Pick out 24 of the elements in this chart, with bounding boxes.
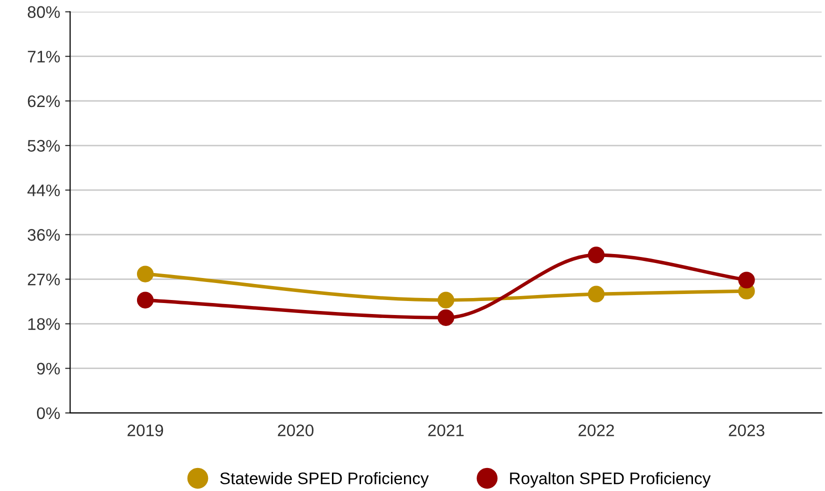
x-tick-label: 2021	[428, 424, 464, 436]
x-tick-label: 2020	[278, 424, 314, 436]
point	[588, 246, 605, 264]
legend-label: Statewide SPED Proficiency	[220, 472, 429, 488]
point	[136, 266, 154, 282]
point	[438, 292, 454, 308]
point	[738, 272, 755, 288]
y-tick-label: 62%	[28, 95, 60, 108]
point	[136, 292, 154, 308]
y-tick-label: 53%	[28, 140, 60, 152]
point	[438, 309, 454, 326]
y-tick-label: 0%	[36, 407, 60, 420]
y-tick-label: 9%	[37, 362, 60, 375]
x-tick-label: 2023	[728, 424, 764, 436]
x-tick-label: 2022	[578, 424, 614, 436]
legend-label: Royalton SPED Proficiency	[510, 472, 711, 488]
y-tick-label: 36%	[28, 229, 60, 241]
y-tick-label: 27%	[28, 274, 60, 286]
y-tick-label: 18%	[28, 318, 60, 330]
x-tick-label: 2019	[128, 424, 164, 436]
y-tick-label: 44%	[27, 184, 60, 196]
y-tick-label: 71%	[28, 50, 60, 62]
y-tick-label: 80%	[28, 6, 60, 18]
point	[588, 286, 605, 302]
